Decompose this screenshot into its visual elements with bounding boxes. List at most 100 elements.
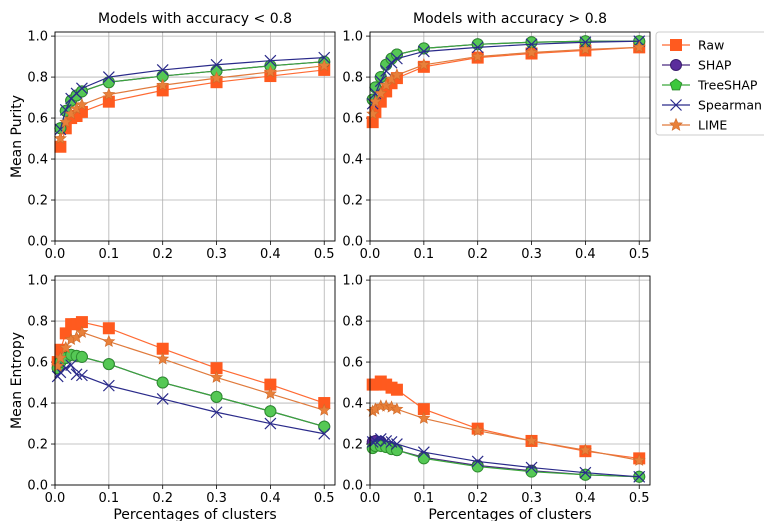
- data-point: [417, 446, 430, 459]
- data-point: [417, 45, 430, 58]
- data-point: [102, 95, 115, 108]
- data-point: [264, 54, 277, 67]
- data-point: [75, 325, 89, 338]
- data-point: [579, 466, 592, 479]
- y-axis-label: Mean Purity: [9, 95, 25, 178]
- data-point: [102, 358, 115, 371]
- data-point: [210, 370, 223, 383]
- plot-frame: [369, 275, 651, 486]
- legend-label: LIME: [698, 118, 727, 133]
- data-point: [366, 436, 379, 448]
- y-tick-label: 0.0: [27, 235, 48, 250]
- subplot-4: 0.0 0.1 0.2 0.3 0.4 0.5 0.0 0.2 0.4 0.6 0.8 1.0 Perc…: [342, 274, 651, 521]
- data-point: [53, 351, 67, 364]
- data-point: [59, 340, 73, 354]
- plot-frame: [54, 275, 336, 486]
- legend-label: Raw: [698, 38, 724, 53]
- panels: 0.0 0.1 0.2 0.3 0.4 0.5 0.0 0.2 0.4 0.6 0.8 1.0 Mode…: [9, 11, 651, 521]
- data-point: [102, 87, 116, 100]
- legend-entry-spearman: Spearman: [662, 98, 762, 113]
- legend-entry-raw: Raw: [662, 38, 724, 53]
- data-point: [102, 71, 115, 84]
- data-point: [525, 461, 538, 474]
- plot-frame: [369, 31, 651, 242]
- y-tick-label: 0.4: [27, 397, 48, 412]
- data-point: [156, 376, 169, 389]
- x-tick-label: 0.1: [99, 491, 120, 506]
- x-tick-label: 0.2: [152, 247, 173, 262]
- legend-entry-shap: SHAP: [662, 58, 732, 73]
- data-point: [579, 36, 592, 49]
- data-point: [263, 387, 277, 400]
- data-point: [102, 334, 116, 348]
- x-tick-label: 0.0: [360, 247, 381, 262]
- series-line: [59, 57, 325, 130]
- legend-label: TreeSHAP: [697, 78, 758, 93]
- data-point: [390, 52, 403, 65]
- y-tick-label: 0.0: [27, 479, 48, 494]
- legend-entry-treeshap: TreeSHAP: [662, 78, 758, 93]
- series-spearman: [51, 359, 331, 440]
- data-point: [366, 116, 379, 129]
- data-point: [579, 468, 592, 481]
- plot-area: [55, 32, 335, 241]
- data-point: [578, 443, 592, 456]
- data-point: [318, 420, 331, 433]
- series-spearman: [366, 35, 646, 110]
- data-point: [417, 57, 431, 71]
- x-tick-label: 0.0: [45, 247, 66, 262]
- data-point: [633, 470, 646, 483]
- data-point: [390, 438, 403, 450]
- data-point: [210, 390, 223, 403]
- x-tick-label: 0.3: [521, 491, 542, 506]
- data-point: [156, 78, 170, 91]
- data-point: [102, 322, 115, 335]
- y-tick-label: 0.0: [342, 235, 363, 250]
- x-tick-label: 0.0: [360, 491, 381, 506]
- y-tick-label: 1.0: [27, 30, 48, 45]
- data-point: [54, 140, 67, 153]
- legend-marker: [669, 117, 683, 131]
- legend-marker: [669, 78, 683, 91]
- data-point: [75, 97, 89, 111]
- x-tick-label: 0.1: [99, 247, 120, 262]
- series-treeshap: [51, 348, 331, 433]
- x-tick-label: 0.4: [260, 247, 281, 262]
- x-tick-label: 0.1: [414, 491, 435, 506]
- y-tick-label: 0.2: [27, 194, 48, 209]
- y-tick-label: 1.0: [27, 274, 48, 289]
- y-tick-label: 0.0: [342, 479, 363, 494]
- y-tick-label: 0.6: [27, 356, 48, 371]
- x-tick-label: 0.2: [467, 491, 488, 506]
- x-tick-label: 0.5: [629, 247, 650, 262]
- x-tick-label: 0.5: [314, 247, 335, 262]
- data-point: [102, 379, 115, 392]
- subplot-3: 0.0 0.1 0.2 0.3 0.4 0.5 0.0 0.2 0.4 0.6 0.8 1.0 Mean…: [9, 274, 336, 521]
- data-point: [65, 359, 78, 372]
- x-tick-label: 0.3: [521, 247, 542, 262]
- data-point: [368, 94, 382, 108]
- plot-area: [55, 276, 335, 485]
- data-point: [70, 368, 83, 381]
- y-tick-label: 0.8: [342, 315, 363, 330]
- y-tick-label: 0.8: [27, 315, 48, 330]
- data-point: [379, 78, 393, 91]
- data-point: [75, 350, 88, 363]
- y-tick-label: 0.4: [27, 153, 48, 168]
- data-point: [632, 40, 646, 53]
- series-spearman: [366, 432, 646, 483]
- data-point: [471, 423, 485, 437]
- data-point: [417, 411, 431, 424]
- data-point: [210, 71, 223, 84]
- data-point: [53, 131, 67, 145]
- y-tick-label: 0.2: [342, 194, 363, 209]
- data-point: [525, 465, 538, 478]
- data-point: [578, 42, 592, 55]
- y-tick-label: 0.4: [342, 153, 363, 168]
- x-tick-label: 0.4: [260, 491, 281, 506]
- y-axis-label: Mean Entropy: [9, 332, 25, 429]
- data-point: [390, 402, 404, 415]
- data-point: [632, 453, 646, 466]
- data-point: [156, 63, 169, 76]
- legend-marker: [670, 39, 682, 51]
